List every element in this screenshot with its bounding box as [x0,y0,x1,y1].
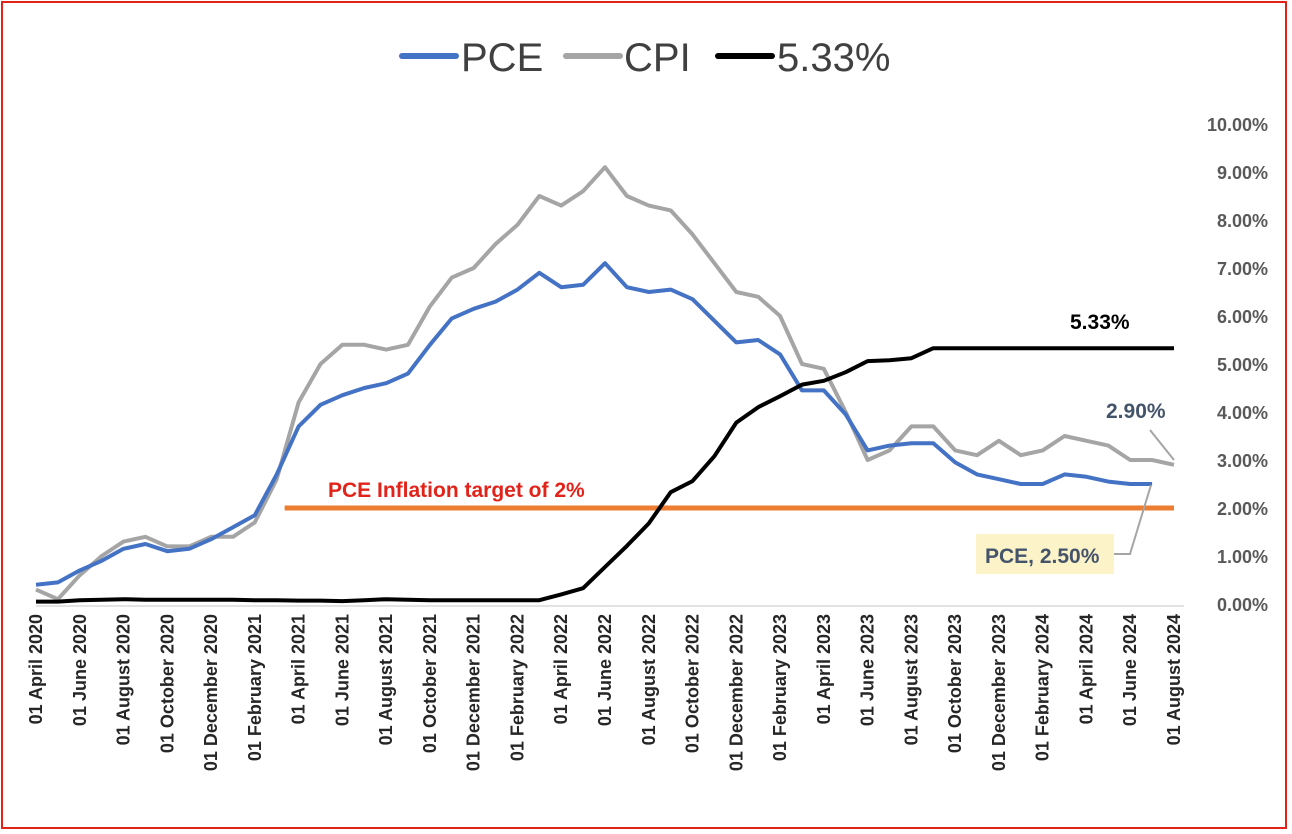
y-tick-label: 3.00% [1217,451,1268,471]
legend-label-fed-rate: 5.33% [777,36,890,80]
x-tick-label: 01 June 2020 [70,614,90,726]
x-tick-label: 01 December 2021 [464,614,484,771]
x-tick-label: 01 February 2023 [770,614,790,761]
x-tick-label: 01 June 2024 [1120,614,1140,726]
x-tick-label: 01 June 2023 [858,614,878,726]
series-cpi-line [35,165,1175,602]
y-tick-label: 2.00% [1217,499,1268,519]
cpi-last-annotation: 2.90% [1106,400,1166,423]
x-tick-label: 01 October 2021 [420,614,440,753]
x-tick-label: 01 April 2021 [289,614,309,724]
x-tick-label: 01 April 2020 [26,614,46,724]
x-tick-label: 01 February 2022 [507,614,527,761]
x-tick-label: 01 August 2020 [114,614,134,745]
y-tick-label: 7.00% [1217,259,1268,279]
x-tick-label: 01 December 2020 [201,614,221,771]
x-tick-label: 01 December 2023 [989,614,1009,771]
x-tick-label: 01 August 2021 [376,614,396,745]
y-tick-label: 9.00% [1217,163,1268,183]
y-axis-tick-labels: 0.00% 1.00% 2.00% 3.00% 4.00% 5.00% 6.00% 7.00%… [1207,115,1268,615]
y-tick-label: 1.00% [1217,547,1268,567]
y-tick-label: 6.00% [1217,307,1268,327]
legend-label-pce: PCE [461,36,543,80]
pce-last-annotation: PCE, 2.50% [985,545,1100,568]
x-tick-label: 01 June 2021 [332,614,352,726]
x-tick-label: 01 April 2023 [814,614,834,724]
y-tick-label: 4.00% [1217,403,1268,423]
y-tick-label: 5.00% [1217,355,1268,375]
legend-label-cpi: CPI [624,36,691,80]
fed-rate-annotation: 5.33% [1070,311,1130,334]
x-tick-label: 01 June 2022 [595,614,615,726]
x-tick-label: 01 August 2023 [901,614,921,745]
cpi-leader-line [1149,429,1175,461]
x-tick-label: 01 February 2021 [245,614,265,761]
y-tick-label: 10.00% [1207,115,1268,135]
x-tick-label: 01 August 2024 [1164,614,1184,745]
target-annotation: PCE Inflation target of 2% [328,479,585,502]
series-pce-line [35,261,1153,587]
pce-callout-box [976,534,1114,574]
x-tick-label: 01 December 2022 [726,614,746,771]
x-tick-label: 01 October 2023 [945,614,965,753]
y-tick-label: 0.00% [1217,595,1268,615]
pce-leader-line [1114,484,1152,555]
y-tick-label: 8.00% [1217,211,1268,231]
x-tick-label: 01 April 2024 [1076,614,1096,724]
x-tick-label: 01 August 2022 [639,614,659,745]
x-tick-label: 01 October 2020 [157,614,177,753]
x-tick-label: 01 April 2022 [551,614,571,724]
x-axis-tick-labels: 01 April 2020 01 June 2020 01 August 2020 0… [26,614,1184,771]
x-tick-label: 01 February 2024 [1033,614,1053,761]
x-tick-label: 01 October 2022 [683,614,703,753]
legend: PCE CPI 5.33% [399,36,890,80]
series-fed-rate-line [36,346,1174,604]
